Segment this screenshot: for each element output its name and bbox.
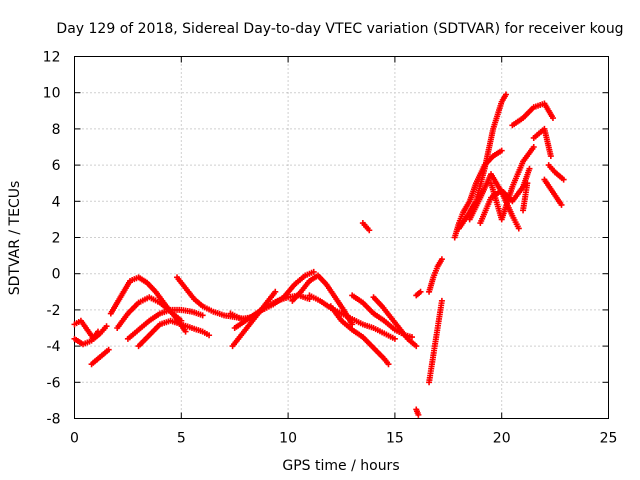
data-point xyxy=(524,180,531,187)
data-point xyxy=(438,297,445,304)
x-tick-label: 15 xyxy=(386,431,404,447)
data-point xyxy=(182,328,189,335)
series-track-18 xyxy=(413,406,422,418)
x-tick-label: 0 xyxy=(70,431,79,447)
data-point xyxy=(206,332,213,339)
series-track-19 xyxy=(426,297,445,386)
y-tick-label: 6 xyxy=(52,158,61,174)
data-points-layer xyxy=(71,91,567,418)
data-point xyxy=(391,335,398,342)
series-track-30 xyxy=(541,176,565,208)
data-point xyxy=(94,328,101,335)
data-point xyxy=(547,153,554,160)
series-track-05 xyxy=(114,294,185,331)
data-point xyxy=(199,312,206,319)
data-point xyxy=(438,256,445,263)
x-tick-label: 5 xyxy=(177,431,186,447)
data-point xyxy=(498,147,505,154)
y-tick-label: 8 xyxy=(52,122,61,138)
series-track-31 xyxy=(520,180,531,214)
y-tick-label: 2 xyxy=(52,231,61,247)
series-track-07 xyxy=(135,317,213,350)
data-point xyxy=(366,227,373,234)
y-tick-label: -6 xyxy=(47,375,61,391)
data-point xyxy=(502,91,509,98)
data-point xyxy=(560,176,567,183)
data-point xyxy=(549,115,556,122)
tick-layer: 0 5 10 15 20 25 -8 -6 -4 -2 0 2 4 6 8 10 12 xyxy=(43,50,618,447)
series-track-17 xyxy=(359,220,373,234)
y-tick-label: 0 xyxy=(52,267,61,283)
data-point xyxy=(415,411,422,418)
chart-title: Day 129 of 2018, Sidereal Day-to-day VTE… xyxy=(56,21,623,37)
data-point xyxy=(385,361,392,368)
series-track-06 xyxy=(124,306,206,342)
data-point xyxy=(413,343,420,350)
y-tick-label: -2 xyxy=(47,303,61,319)
data-point xyxy=(558,201,565,208)
y-tick-label: -4 xyxy=(47,339,61,355)
series-track-25 xyxy=(477,165,533,227)
y-tick-label: 4 xyxy=(52,194,61,210)
data-point xyxy=(526,165,533,172)
series-track-27 xyxy=(509,100,556,129)
series-track-02 xyxy=(71,328,101,348)
series-track-13 xyxy=(306,292,398,342)
series-track-16 xyxy=(370,294,420,350)
series-track-14 xyxy=(327,303,392,368)
data-point xyxy=(310,268,317,275)
y-tick-label: 10 xyxy=(43,86,61,102)
x-tick-label: 25 xyxy=(600,431,618,447)
series-track-26 xyxy=(488,144,537,223)
series-track-20 xyxy=(426,256,445,295)
data-point xyxy=(349,321,356,328)
series-track-24 xyxy=(466,171,522,232)
series-track-28 xyxy=(530,125,554,160)
data-point xyxy=(530,144,537,150)
y-tick-label: -8 xyxy=(47,412,61,428)
data-point xyxy=(105,346,112,353)
x-tick-label: 10 xyxy=(279,431,297,447)
series-track-21 xyxy=(413,288,424,299)
series-track-11 xyxy=(227,268,317,322)
data-point xyxy=(272,288,279,295)
y-tick-label: 12 xyxy=(43,50,61,66)
series-track-03 xyxy=(88,346,112,368)
y-axis-label: SDTVAR / TECUs xyxy=(7,181,23,296)
data-point xyxy=(408,334,415,341)
series-track-23 xyxy=(455,91,509,232)
x-axis-label: GPS time / hours xyxy=(282,458,399,474)
series-track-29 xyxy=(545,162,567,183)
data-point xyxy=(417,288,424,295)
data-point xyxy=(103,323,110,330)
data-point xyxy=(515,225,522,232)
x-tick-label: 20 xyxy=(493,431,511,447)
